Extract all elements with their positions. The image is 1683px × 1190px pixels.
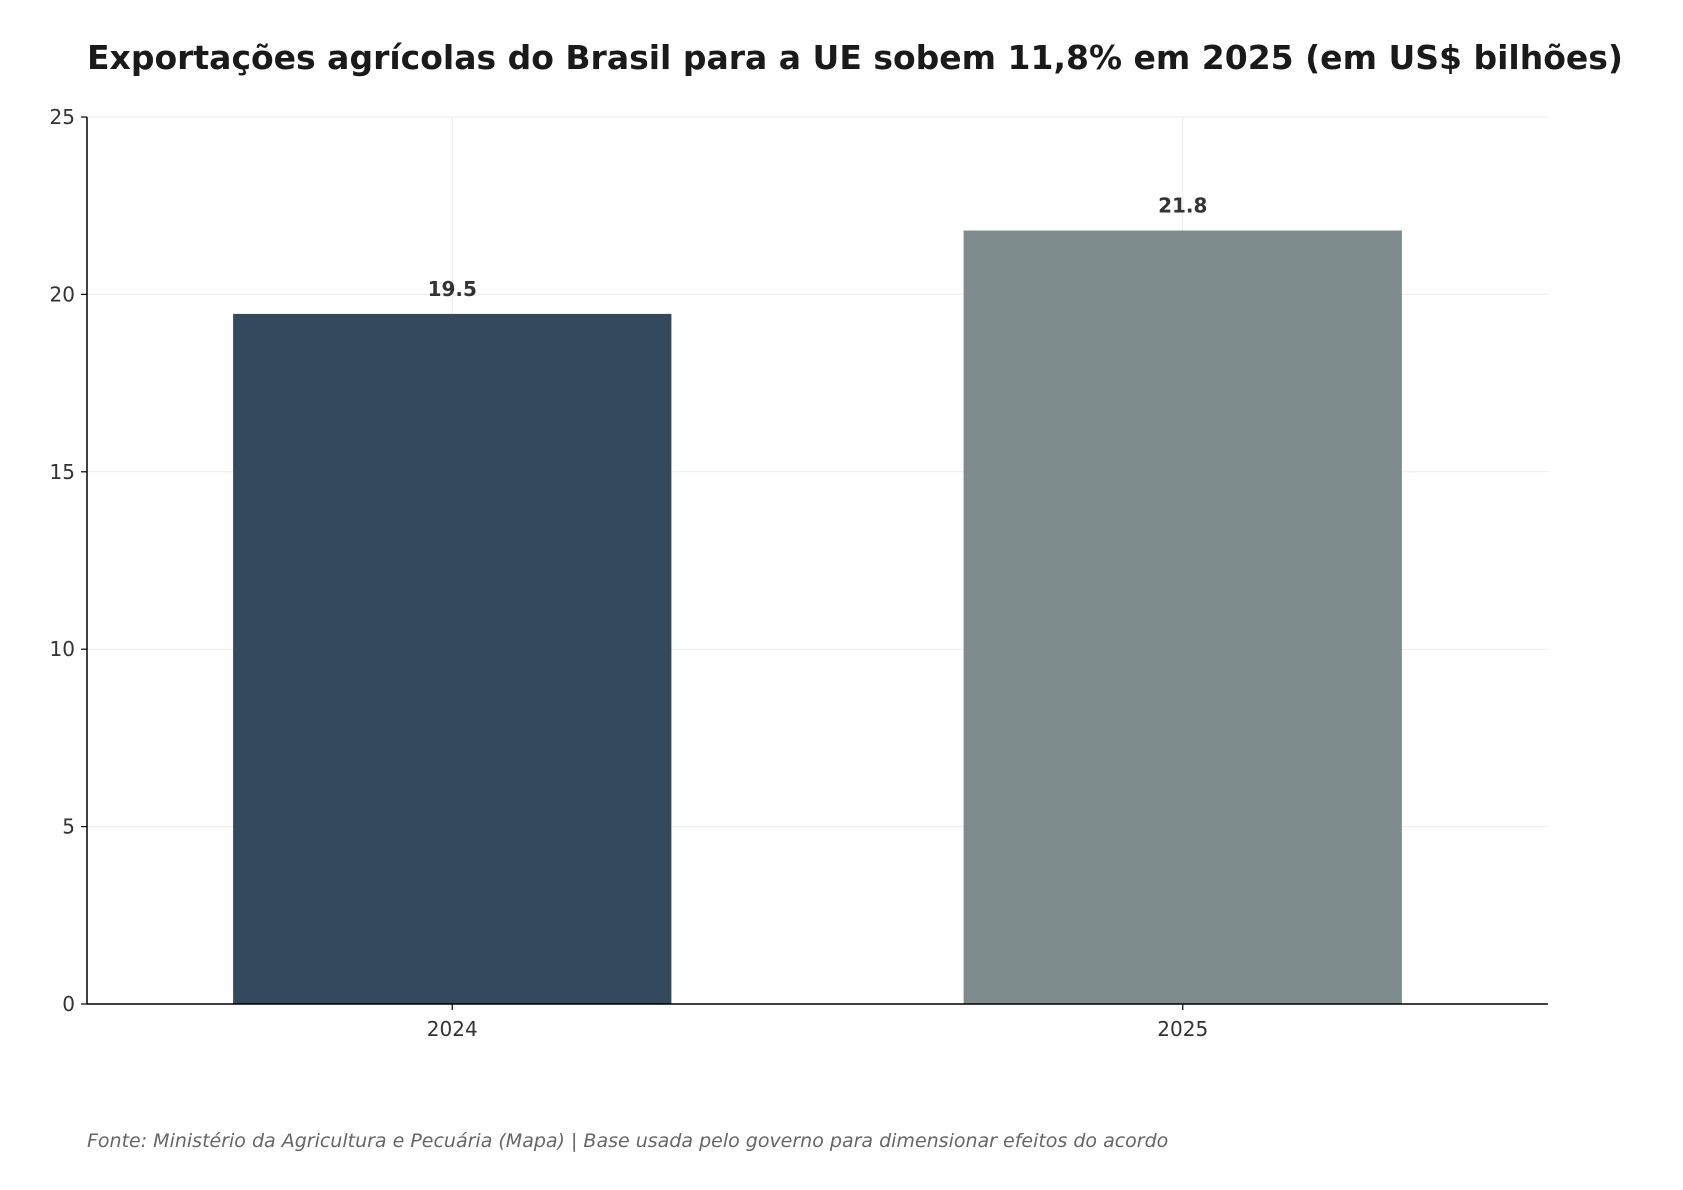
- y-tick-label: 10: [50, 637, 75, 661]
- source-note: Fonte: Ministério da Agricultura e Pecuá…: [87, 1130, 1169, 1152]
- x-tick-label-2024: 2024: [427, 1017, 478, 1041]
- y-tick-label: 25: [50, 105, 75, 129]
- y-tick-label: 5: [62, 815, 75, 839]
- bars: [233, 230, 1402, 1004]
- bar-2024: [233, 313, 672, 1004]
- bar-value-label-2025: 21.8: [1158, 194, 1207, 218]
- bar-2025: [963, 230, 1402, 1004]
- y-tick-label: 0: [62, 992, 75, 1016]
- chart-title: Exportações agrícolas do Brasil para a U…: [87, 38, 1623, 77]
- bar-value-label-2024: 19.5: [428, 277, 477, 301]
- y-tick-label: 20: [50, 282, 75, 306]
- axes: [81, 116, 1548, 1010]
- x-tick-label-2025: 2025: [1157, 1017, 1208, 1041]
- y-tick-label: 15: [50, 460, 75, 484]
